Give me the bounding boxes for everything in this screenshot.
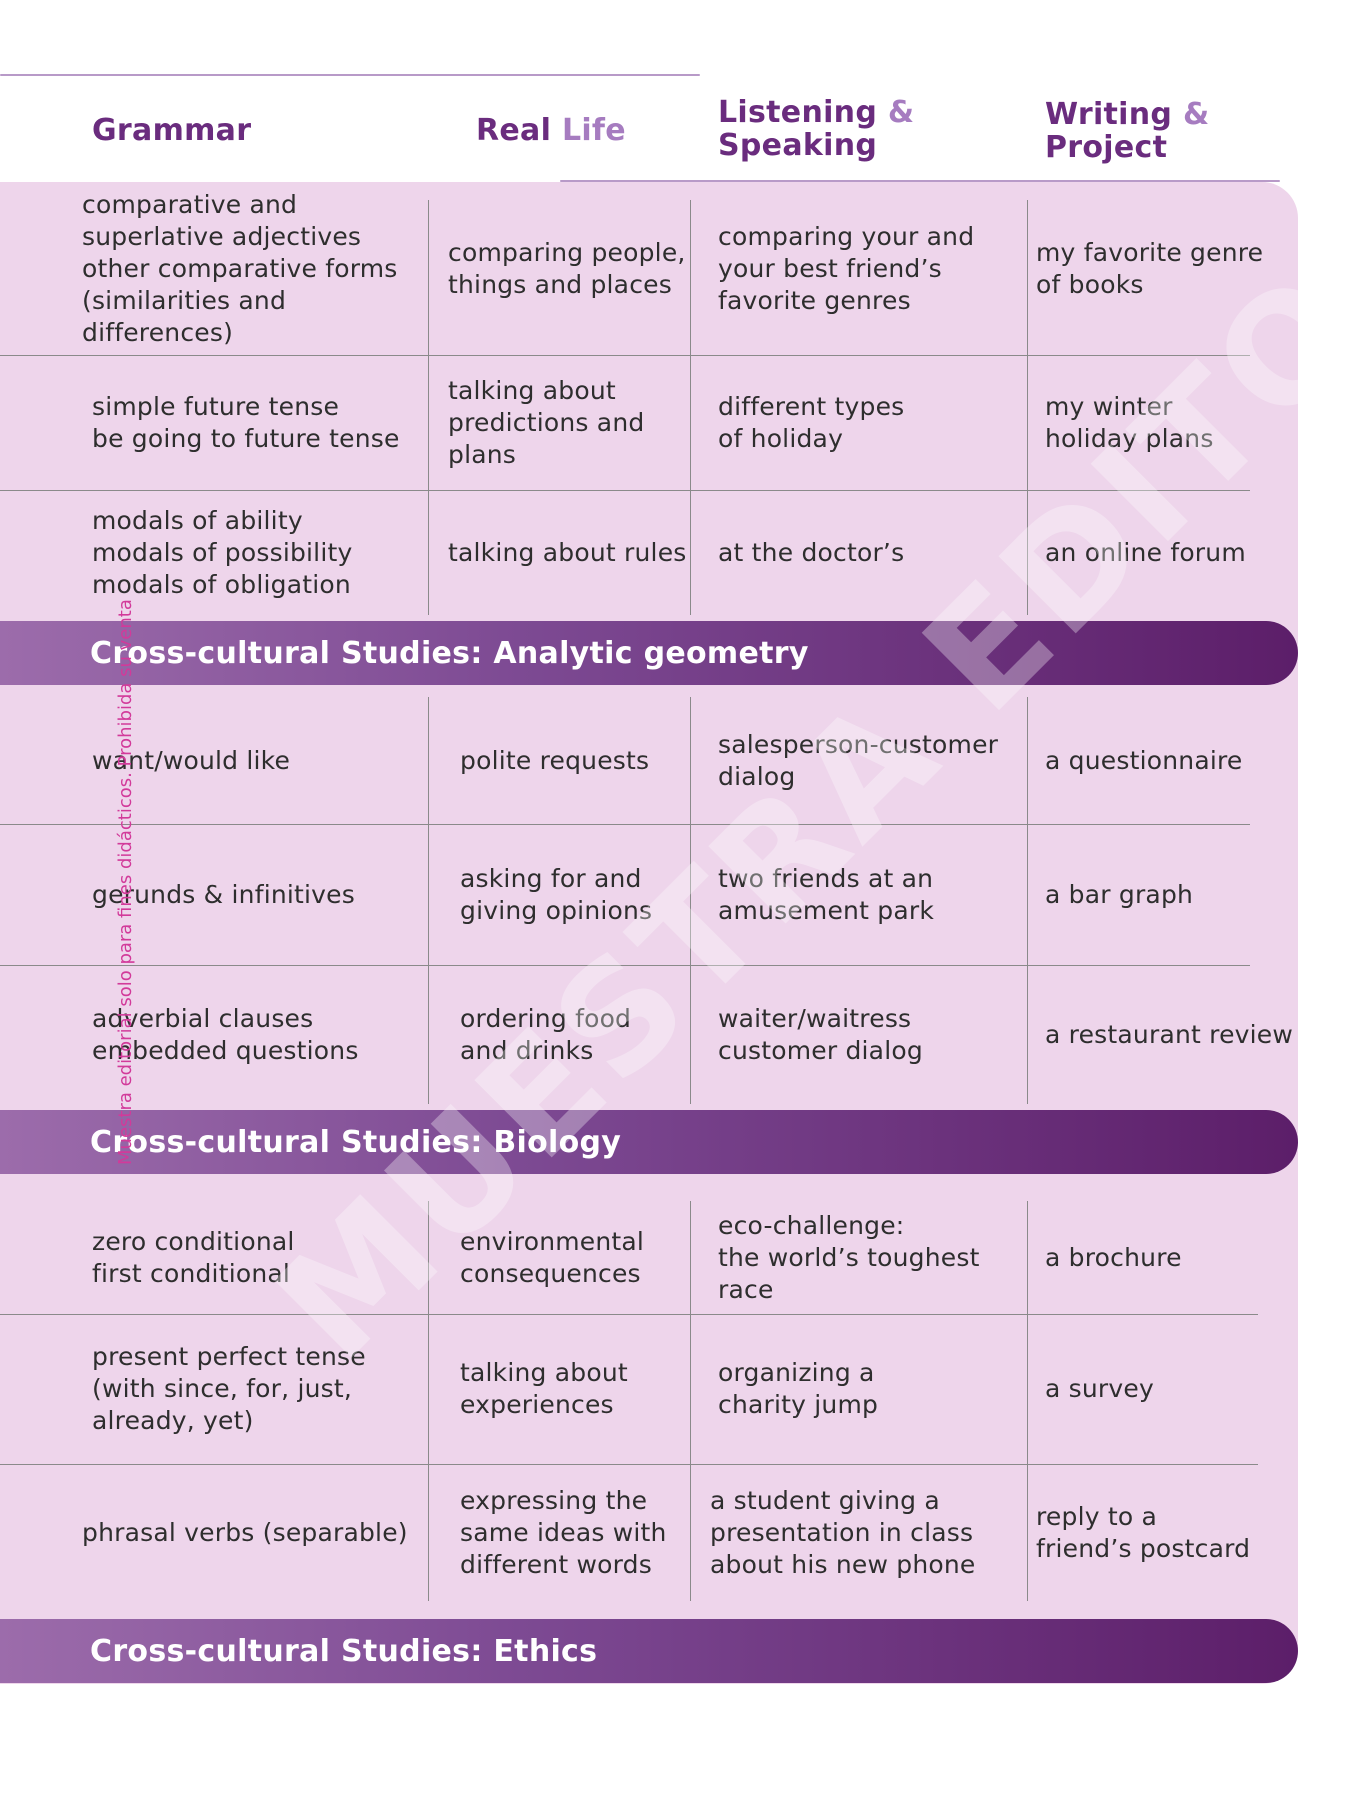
- cell-grammar: gerunds & infinitives: [92, 879, 355, 909]
- cell-writing: a bar graph: [1045, 879, 1194, 909]
- cell-writing: a brochure: [1045, 1242, 1182, 1272]
- cell-real-life: expressing the same ideas with different…: [460, 1485, 667, 1579]
- header-amp-1: &: [887, 95, 915, 130]
- column-divider: [690, 697, 691, 1104]
- column-divider: [428, 1201, 429, 1601]
- header-grammar-text: Grammar: [92, 113, 252, 148]
- cell-grammar: modals of ability modals of possibility …: [92, 505, 353, 599]
- cell-real-life: ordering food and drinks: [460, 1003, 632, 1065]
- cross-cultural-band: Cross-cultural Studies: Ethics: [0, 1619, 1298, 1683]
- cell-grammar: phrasal verbs (separable): [82, 1517, 408, 1547]
- row-divider: [0, 1464, 1258, 1465]
- cell-writing: an online forum: [1045, 537, 1246, 567]
- header-grammar: Grammar: [92, 114, 251, 147]
- header-listening-speaking: Listening & Speaking: [718, 96, 914, 162]
- cell-writing: a survey: [1045, 1374, 1154, 1403]
- column-divider: [690, 200, 691, 615]
- cell-grammar: comparative and superlative adjectives o…: [82, 189, 398, 347]
- row-divider: [0, 355, 1250, 356]
- cell-writing: a questionnaire: [1045, 745, 1243, 775]
- cell-writing: a restaurant review: [1045, 1019, 1294, 1049]
- cell-listening: organizing a charity jump: [718, 1358, 879, 1419]
- row-divider: [0, 965, 1250, 966]
- column-divider: [428, 200, 429, 615]
- cell-real-life: asking for and giving opinions: [460, 863, 653, 925]
- header-writing-text: Writing: [1045, 97, 1173, 132]
- cell-listening: waiter/waitress customer dialog: [718, 1003, 923, 1065]
- column-divider: [1027, 697, 1028, 1104]
- row-divider: [0, 490, 1250, 491]
- column-divider: [1027, 200, 1028, 615]
- row-divider: [0, 1314, 1258, 1315]
- header-listening-text: Listening: [718, 95, 878, 130]
- cell-grammar: want/would like: [92, 745, 291, 775]
- cell-listening: different types of holiday: [718, 391, 905, 453]
- cell-writing: reply to a friend’s postcard: [1036, 1501, 1251, 1563]
- side-note: Muestra editorial solo para fines didáct…: [115, 599, 136, 1165]
- cell-listening: at the doctor’s: [718, 537, 905, 567]
- row-divider: [0, 824, 1250, 825]
- header-project-text: Project: [1045, 130, 1168, 165]
- cell-listening: a student giving a presentation in class…: [710, 1485, 976, 1579]
- cross-cultural-band: Cross-cultural Studies: Biology: [0, 1110, 1298, 1174]
- cell-writing: my winter holiday plans: [1045, 391, 1214, 453]
- header-life-text: Life: [561, 113, 626, 148]
- cross-cultural-band: Cross-cultural Studies: Analytic geometr…: [0, 621, 1298, 685]
- cell-grammar: zero conditional first conditional: [92, 1226, 295, 1288]
- cell-listening: salesperson-customer dialog: [718, 729, 999, 791]
- header-real-life: Real Life: [476, 114, 626, 147]
- cell-listening: two friends at an amusement park: [718, 863, 934, 925]
- cell-grammar: simple future tense be going to future t…: [92, 391, 400, 453]
- cell-real-life: talking about experiences: [460, 1358, 628, 1419]
- cell-real-life: talking about rules: [448, 537, 687, 567]
- column-divider: [428, 697, 429, 1104]
- header-writing-project: Writing & Project: [1045, 98, 1209, 164]
- cell-real-life: comparing people, things and places: [448, 237, 686, 299]
- header-real-text: Real: [476, 113, 552, 148]
- header-amp-2: &: [1182, 97, 1210, 132]
- cell-listening: eco-challenge: the world’s toughest race: [718, 1210, 980, 1304]
- cell-grammar: present perfect tense (with since, for, …: [92, 1342, 366, 1435]
- header-bottom-rule: [560, 180, 1280, 182]
- cell-real-life: talking about predictions and plans: [448, 375, 645, 469]
- header-speaking-text: Speaking: [718, 128, 878, 163]
- header-top-rule: [0, 74, 700, 76]
- cell-real-life: environmental consequences: [460, 1226, 645, 1288]
- cell-real-life: polite requests: [460, 745, 650, 775]
- column-divider: [1027, 1201, 1028, 1601]
- content-panel: [0, 182, 1298, 1684]
- cell-listening: comparing your and your best friend’s fa…: [718, 221, 975, 315]
- column-divider: [690, 1201, 691, 1601]
- cell-writing: my favorite genre of books: [1036, 237, 1264, 299]
- cell-grammar: adverbial clauses embedded questions: [92, 1003, 359, 1065]
